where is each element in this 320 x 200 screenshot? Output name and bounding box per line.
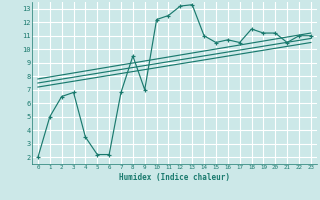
X-axis label: Humidex (Indice chaleur): Humidex (Indice chaleur): [119, 173, 230, 182]
